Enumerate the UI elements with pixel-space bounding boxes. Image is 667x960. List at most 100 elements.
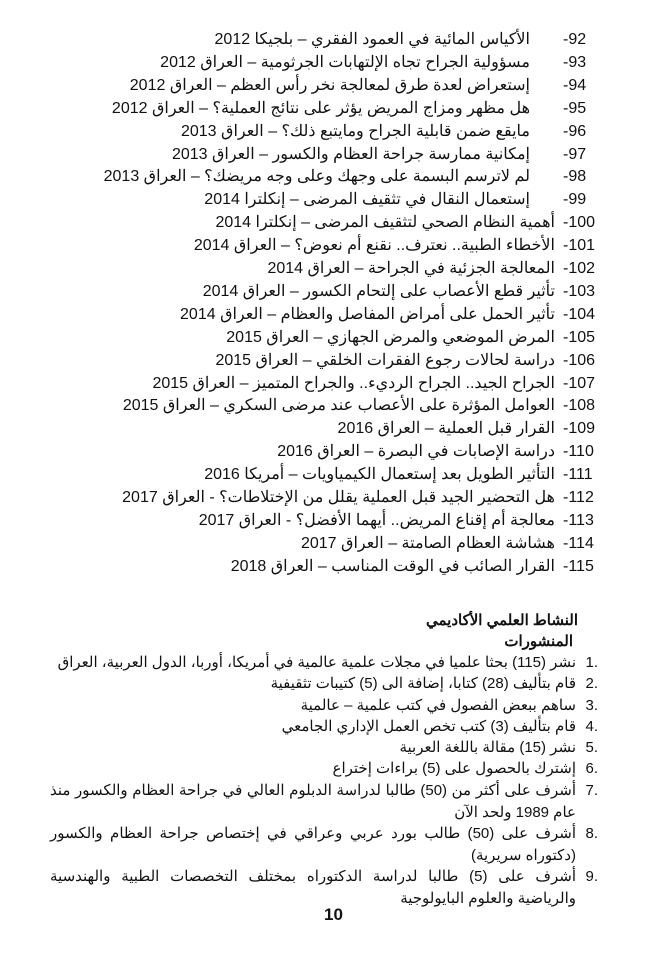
item-number: 1. xyxy=(585,654,598,671)
reference-row: -97 إمكانية ممارسة جراحة العظام والكسور –… xyxy=(0,143,667,166)
reference-title: المعالجة الجزئية في الجراحة – العراق 201… xyxy=(267,260,555,277)
reference-number: -106 xyxy=(563,351,596,369)
item-number: 4. xyxy=(585,718,598,735)
reference-title: الأكياس المائية في العمود الفقري – بلجيك… xyxy=(214,31,530,48)
reference-number: -101 xyxy=(563,237,596,255)
item-number: 6. xyxy=(585,760,598,777)
publication-item: 8. أشرف على (50) طالب بورد عربي وعراقي في… xyxy=(50,823,598,866)
reference-row: -108 العوامل المؤثرة على الأعصاب عند مرضى… xyxy=(0,394,667,417)
reference-row: -111 التأثير الطويل بعد إستعمال الكيمياوي… xyxy=(0,463,667,486)
reference-row: -102 المعالجة الجزئية في الجراحة – العراق… xyxy=(0,257,667,280)
item-number: 8. xyxy=(585,825,598,842)
publication-item: 1. نشر (115) بحثا علميا في مجلات علمية عا… xyxy=(50,652,598,674)
reference-title: معالجة أم إقناع المريض.. أيهما الأفضل؟ -… xyxy=(198,511,555,529)
reference-number: -97 xyxy=(563,145,587,163)
item-number: 7. xyxy=(585,782,598,799)
reference-number: -92 xyxy=(563,31,587,48)
reference-number: -98 xyxy=(563,168,587,186)
reference-number: -112 xyxy=(563,489,594,506)
item-text: أشرف على (5) طالبا لدراسة الدكتوراه بمخت… xyxy=(50,868,576,907)
reference-title: المرض الموضعي والمرض الجهازي – العراق 20… xyxy=(226,328,555,346)
reference-row: -104 تأثير الحمل على أمراض المفاصل والعظا… xyxy=(0,303,667,326)
reference-number: -93 xyxy=(563,53,587,71)
item-text: قام بتأليف (28) كتابا، إضافة الى (5) كتي… xyxy=(270,675,576,692)
publication-item: 4. قام بتأليف (3) كتب تخص العمل الإداري ا… xyxy=(50,716,598,738)
item-text: أشرف على أكثر من (50) طالبا لدراسة الدبل… xyxy=(50,782,576,821)
section-subtitle: المنشورات xyxy=(504,633,573,650)
reference-title: القرار قبل العملية – العراق 2016 xyxy=(337,420,555,438)
reference-title: أهمية النظام الصحي لتثقيف المرضى – إنكلت… xyxy=(215,214,555,232)
item-text: نشر (15) مقالة باللغة العربية xyxy=(399,739,576,756)
reference-number: -107 xyxy=(563,374,596,392)
item-text: قام بتأليف (3) كتب تخص العمل الإداري الج… xyxy=(281,718,576,735)
reference-row: -115 القرار الصائب في الوقت المناسب – الع… xyxy=(0,555,667,578)
reference-row: -98 لم لاترسم البسمة على وجهك وعلى وجه مر… xyxy=(0,165,667,188)
reference-number: -115 xyxy=(563,557,594,575)
publication-item: 7. أشرف على أكثر من (50) طالبا لدراسة الد… xyxy=(50,780,598,823)
item-number: 9. xyxy=(585,868,598,885)
reference-number: -109 xyxy=(563,420,596,438)
reference-number: -114 xyxy=(563,534,594,552)
reference-title: تأثير قطع الأعصاب على إلتحام الكسور – ال… xyxy=(202,282,555,300)
reference-number: -100 xyxy=(563,214,596,232)
reference-title: دراسة الإصابات في البصرة – العراق 2016 xyxy=(277,443,555,461)
reference-number: -111 xyxy=(563,466,593,484)
reference-row: -94 إستعراض لعدة طرق لمعالجة نخر رأس العظ… xyxy=(0,74,667,97)
reference-number: -105 xyxy=(563,328,596,346)
reference-row: -101 الأخطاء الطبية.. نعترف.. نقنع أم نعو… xyxy=(0,234,667,257)
reference-title: مسؤولية الجراح تجاه الإلتهابات الجرثومية… xyxy=(160,53,530,71)
reference-number: -102 xyxy=(563,260,596,277)
reference-title: هل مظهر ومزاج المريض يؤثر على نتائج العم… xyxy=(111,99,530,117)
item-text: إشترك بالحصول على (5) براءات إختراع xyxy=(332,760,576,777)
reference-title: إستعراض لعدة طرق لمعالجة نخر رأس العظم –… xyxy=(129,76,530,94)
reference-number: -94 xyxy=(563,76,587,94)
reference-title: القرار الصائب في الوقت المناسب – العراق … xyxy=(230,557,555,575)
section-title: النشاط العلمي الأكاديمي xyxy=(426,612,578,629)
item-text: ساهم ببعض الفصول في كتب علمية – عالمية xyxy=(300,697,576,714)
item-number: 5. xyxy=(585,739,598,756)
publication-item: 5. نشر (15) مقالة باللغة العربية xyxy=(50,737,598,759)
item-number: 3. xyxy=(585,697,598,714)
publication-item: 6. إشترك بالحصول على (5) براءات إختراع xyxy=(50,758,598,780)
reference-row: -100 أهمية النظام الصحي لتثقيف المرضى – إ… xyxy=(0,211,667,234)
reference-title: هل التحضير الجيد قبل العملية يقلل من الإ… xyxy=(122,489,555,506)
item-text: نشر (115) بحثا علميا في مجلات علمية عالم… xyxy=(57,654,576,671)
reference-title: العوامل المؤثرة على الأعصاب عند مرضى الس… xyxy=(122,397,555,415)
reference-number: -99 xyxy=(563,191,587,209)
reference-row: -95 هل مظهر ومزاج المريض يؤثر على نتائج ا… xyxy=(0,97,667,120)
item-text: أشرف على (50) طالب بورد عربي وعراقي في إ… xyxy=(50,825,577,864)
reference-row: -107 الجراح الجيد.. الجراح الرديء.. والجر… xyxy=(0,372,667,395)
reference-number: -96 xyxy=(563,122,587,140)
reference-number: -108 xyxy=(563,397,596,415)
reference-row: -110 دراسة الإصابات في البصرة – العراق 20… xyxy=(0,440,667,463)
reference-row: -113 معالجة أم إقناع المريض.. أيهما الأفض… xyxy=(0,509,667,532)
reference-title: دراسة لحالات رجوع الفقرات الخلقي – العرا… xyxy=(215,351,555,369)
reference-row: -103 تأثير قطع الأعصاب على إلتحام الكسور … xyxy=(0,280,667,303)
reference-row: -112 هل التحضير الجيد قبل العملية يقلل من… xyxy=(0,486,667,509)
reference-row: -106 دراسة لحالات رجوع الفقرات الخلقي – ا… xyxy=(0,349,667,372)
reference-title: لم لاترسم البسمة على وجهك وعلى وجه مريضك… xyxy=(103,168,530,186)
item-number: 2. xyxy=(585,675,598,692)
reference-title: تأثير الحمل على أمراض المفاصل والعظام – … xyxy=(180,305,555,323)
publication-item: 3. ساهم ببعض الفصول في كتب علمية – عالمية xyxy=(50,695,598,717)
publication-item: 2. قام بتأليف (28) كتابا، إضافة الى (5) ك… xyxy=(50,673,598,695)
reference-title: الأخطاء الطبية.. نعترف.. نقنع أم نعوض؟ –… xyxy=(193,237,555,255)
reference-title: التأثير الطويل بعد إستعمال الكيمياويات –… xyxy=(204,466,555,484)
reference-number: -95 xyxy=(563,99,587,117)
reference-title: مايقع ضمن قابلية الجراح ومايتبع ذلك؟ – ا… xyxy=(180,122,530,140)
reference-row: -93 مسؤولية الجراح تجاه الإلتهابات الجرثو… xyxy=(0,51,667,74)
reference-row: -114 هشاشة العظام الصامتة – العراق 2017 xyxy=(0,532,667,555)
reference-row: -96 مايقع ضمن قابلية الجراح ومايتبع ذلك؟ … xyxy=(0,120,667,143)
reference-title: إمكانية ممارسة جراحة العظام والكسور – ال… xyxy=(171,145,530,163)
reference-number: -110 xyxy=(563,443,594,461)
reference-title: هشاشة العظام الصامتة – العراق 2017 xyxy=(300,534,555,552)
reference-row: -105 المرض الموضعي والمرض الجهازي – العرا… xyxy=(0,326,667,349)
reference-row: -109 القرار قبل العملية – العراق 2016 xyxy=(0,417,667,440)
reference-row: -99 إستعمال النقال في تثقيف المرضى – إنكل… xyxy=(0,188,667,211)
reference-row: -92 الأكياس المائية في العمود الفقري – بل… xyxy=(0,28,667,51)
reference-title: إستعمال النقال في تثقيف المرضى – إنكلترا… xyxy=(204,191,530,209)
reference-number: -113 xyxy=(563,511,594,529)
page-number: 10 xyxy=(324,905,343,924)
reference-number: -103 xyxy=(563,282,596,300)
reference-number: -104 xyxy=(563,305,596,323)
